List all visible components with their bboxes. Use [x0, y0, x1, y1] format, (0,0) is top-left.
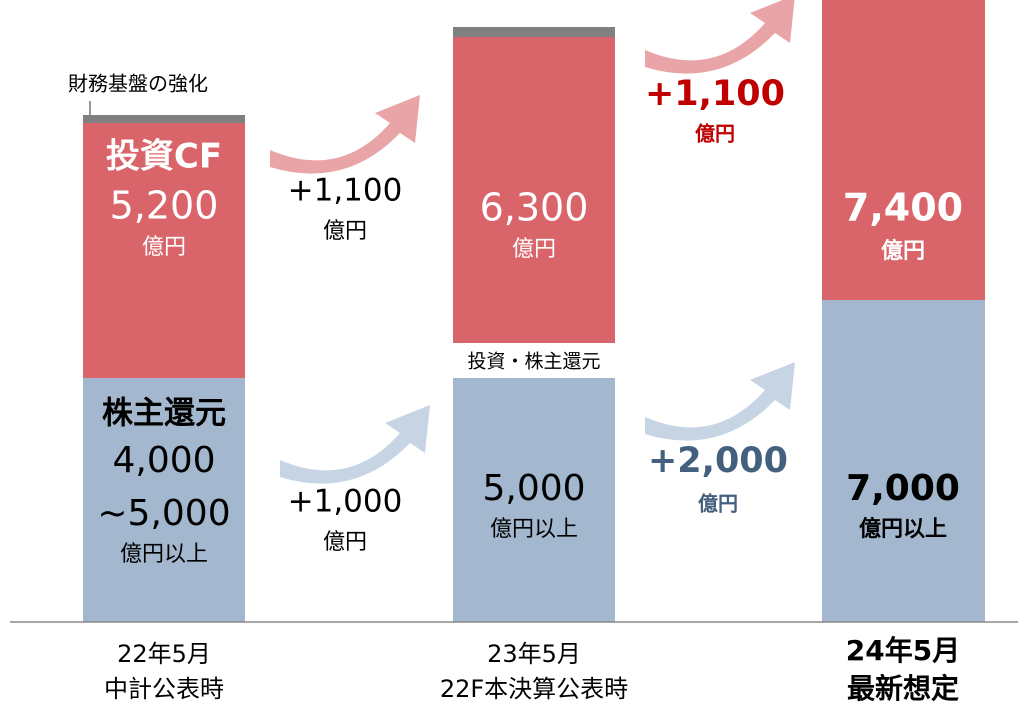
note: 財務基盤の強化 [68, 72, 208, 96]
amount: 7,400 [843, 186, 963, 230]
unit: 億円以上 [120, 542, 208, 567]
unit: 億円 [512, 237, 556, 262]
arrow [270, 95, 420, 174]
arrow [280, 405, 430, 484]
amount: 5,200 [110, 184, 219, 228]
period: 23年5月 [487, 640, 581, 668]
unit: 億円 [881, 238, 925, 264]
segment-returns [822, 300, 985, 622]
unit: 億円以上 [490, 517, 578, 542]
arrow [645, 362, 795, 441]
arrow-amount: +1,100 [288, 173, 403, 209]
arrow-unit: 億円 [695, 122, 735, 146]
note: 投資・株主還元 [467, 351, 600, 373]
arrow-unit: 億円 [698, 492, 738, 516]
segment-returns [83, 378, 245, 622]
amount: 7,000 [846, 468, 960, 509]
arrow-amount: +1,000 [288, 484, 403, 520]
segment-investment [453, 37, 615, 343]
segment-cap [453, 27, 615, 37]
arrow-unit: 億円 [323, 219, 367, 244]
arrow [645, 0, 795, 74]
segment-label: 投資CF [106, 137, 222, 177]
amount: 4,000 [112, 440, 215, 481]
period: 最新想定 [847, 672, 959, 705]
segment-investment [83, 123, 245, 378]
amount: ~5,000 [97, 493, 230, 534]
segment-investment [822, 0, 985, 300]
arrow-unit: 億円 [323, 530, 367, 555]
unit: 億円 [142, 235, 186, 260]
period: 22F本決算公表時 [440, 675, 628, 703]
arrow-amount: +2,000 [648, 441, 788, 481]
arrow-amount: +1,100 [645, 74, 785, 114]
period: 中計公表時 [104, 675, 224, 703]
period: 22年5月 [117, 640, 211, 668]
period: 24年5月 [846, 634, 960, 667]
segment-returns [453, 378, 615, 622]
segment-label: 株主還元 [102, 396, 226, 432]
unit: 億円以上 [859, 516, 947, 542]
amount: 5,000 [482, 468, 585, 509]
amount: 6,300 [480, 186, 589, 230]
segment-cap [83, 115, 245, 123]
